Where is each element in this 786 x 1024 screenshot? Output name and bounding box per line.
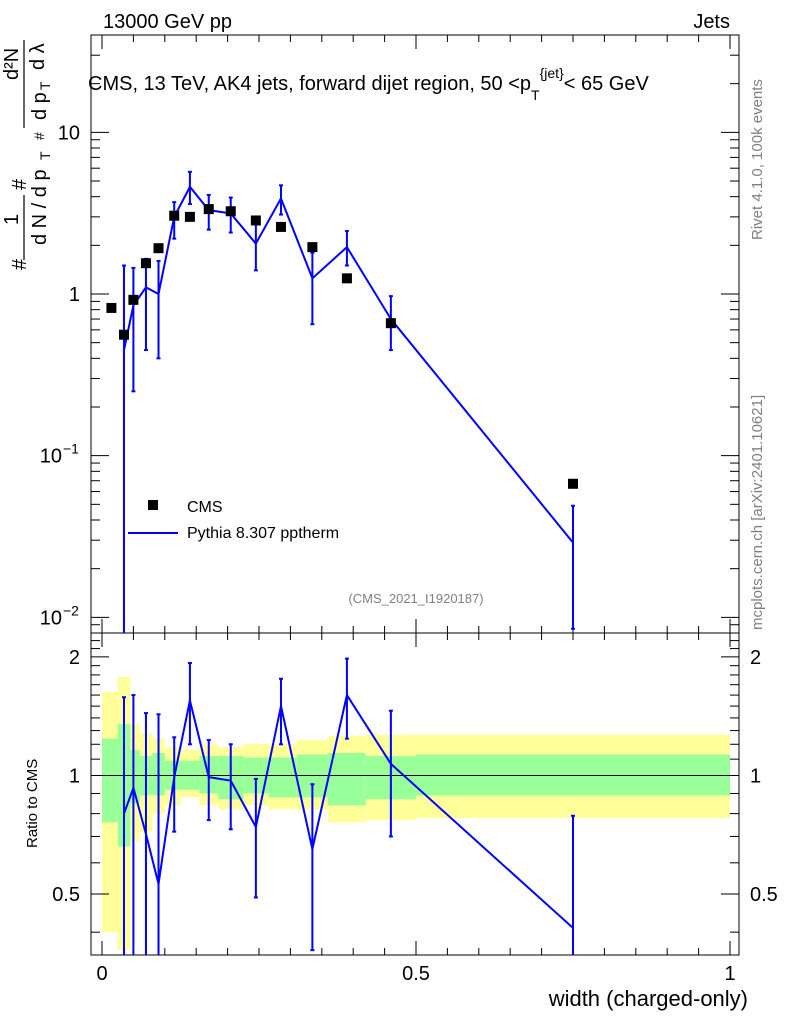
svg-text:#: # bbox=[9, 178, 31, 190]
svg-text:d N / d p: d N / d p bbox=[29, 169, 51, 245]
data-point bbox=[184, 211, 195, 222]
mcplots-label: mcplots.cern.ch [arXiv:2401.10621] bbox=[749, 395, 766, 630]
band-inner-segment bbox=[102, 738, 118, 823]
data-point bbox=[341, 273, 352, 284]
data-point bbox=[118, 329, 129, 340]
data-point bbox=[250, 215, 261, 226]
data-point bbox=[128, 294, 139, 305]
ratio-tick-label: 1 bbox=[750, 765, 761, 787]
y-tick-label: 10 bbox=[58, 122, 80, 144]
chart-title: CMS, 13 TeV, AK4 jets, forward dijet reg… bbox=[88, 65, 649, 103]
svg-text:1: 1 bbox=[1, 214, 23, 225]
main-panel-frame bbox=[90, 34, 740, 634]
svg-text:#: # bbox=[31, 132, 47, 140]
data-series bbox=[106, 204, 578, 489]
svg-text:d²N: d²N bbox=[1, 48, 23, 80]
data-point bbox=[225, 206, 236, 217]
x-tick-label: 0.5 bbox=[402, 963, 430, 985]
data-point bbox=[385, 318, 396, 329]
y-tick-exponent: −1 bbox=[63, 441, 79, 457]
data-point bbox=[106, 302, 117, 313]
data-point bbox=[568, 478, 578, 489]
ratio-tick-label: 0.5 bbox=[750, 884, 778, 906]
x-tick-label: 1 bbox=[724, 963, 735, 985]
data-point bbox=[153, 243, 164, 254]
category-label: Jets bbox=[693, 11, 730, 33]
data-point bbox=[203, 204, 214, 215]
legend-mc-label: Pythia 8.307 pptherm bbox=[187, 525, 339, 542]
ratio-bands bbox=[102, 676, 730, 951]
ratio-y-title: Ratio to CMS bbox=[24, 759, 41, 848]
x-tick-label: 0 bbox=[96, 963, 107, 985]
ratio-tick-label: 1 bbox=[69, 765, 80, 787]
data-point bbox=[307, 242, 318, 253]
rivet-label: Rivet 4.1.0, 100k events bbox=[749, 79, 766, 240]
mc-line bbox=[123, 185, 574, 544]
ratio-tick-label: 0.5 bbox=[52, 884, 80, 906]
svg-text:d λ: d λ bbox=[27, 43, 49, 70]
svg-text:T: T bbox=[37, 151, 53, 160]
svg-text:T: T bbox=[37, 81, 53, 90]
band-inner-segment bbox=[268, 757, 297, 798]
data-point bbox=[140, 258, 151, 269]
analysis-tag: (CMS_2021_I1920187) bbox=[348, 591, 483, 606]
y-tick-label: 10 bbox=[40, 446, 62, 468]
ratio-series bbox=[121, 657, 575, 955]
ratio-panel-frame bbox=[90, 632, 740, 956]
x-axis-title: width (charged-only) bbox=[548, 986, 748, 1011]
band-inner-segment bbox=[130, 750, 140, 804]
legend: CMS Pythia 8.307 pptherm bbox=[128, 499, 339, 542]
svg-text:#: # bbox=[9, 258, 31, 270]
y-axis-title: # 1 d N / d p T # # d²N d p T d λ bbox=[1, 40, 53, 270]
data-point bbox=[169, 210, 180, 221]
mc-series bbox=[121, 170, 575, 633]
legend-cms-label: CMS bbox=[187, 499, 223, 516]
energy-label: 13000 GeV pp bbox=[103, 11, 232, 33]
data-point bbox=[275, 221, 286, 232]
y-tick-label: 1 bbox=[69, 284, 80, 306]
y-tick-exponent: −2 bbox=[63, 602, 79, 618]
y-tick-label: 10 bbox=[40, 607, 62, 629]
ratio-tick-label: 2 bbox=[69, 647, 80, 669]
ratio-tick-label: 2 bbox=[750, 647, 761, 669]
band-inner-segment bbox=[328, 753, 366, 806]
legend-cms-marker bbox=[148, 500, 158, 510]
ratio-line bbox=[123, 692, 574, 929]
svg-text:d p: d p bbox=[29, 92, 51, 120]
